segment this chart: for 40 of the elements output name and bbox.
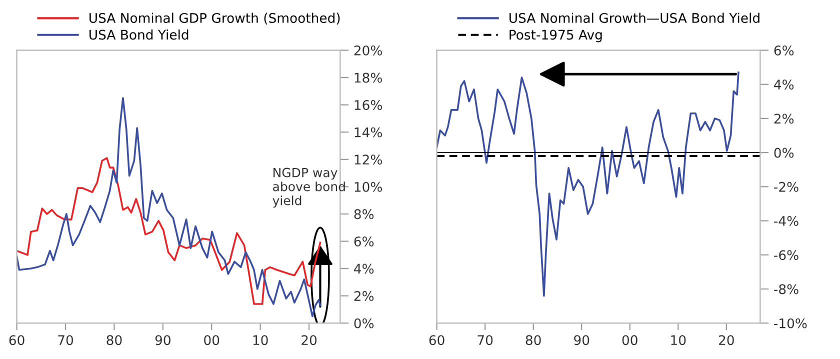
x-tick-label: 70 <box>58 335 74 346</box>
x-tick-label: 00 <box>622 335 638 346</box>
y-tick-label: 4% <box>774 80 794 90</box>
y-tick-label: -10% <box>774 318 807 328</box>
x-tick-label: 20 <box>718 335 734 346</box>
x-tick-label: 10 <box>671 335 686 346</box>
y-tick-label: 6% <box>354 236 374 246</box>
y-tick-label: -6% <box>774 250 798 260</box>
y-tick-label: 4% <box>354 264 374 274</box>
legend-label: USA Bond Yield <box>90 29 188 40</box>
x-tick-label: 90 <box>155 335 170 346</box>
x-tick-label: 70 <box>478 335 493 346</box>
x-tick-label: 80 <box>106 335 122 346</box>
x-tick-label: 60 <box>9 335 24 346</box>
y-tick-label: 2% <box>774 114 794 124</box>
y-tick-label: 18% <box>354 72 382 83</box>
line-series <box>436 72 740 297</box>
legend-label: USA Nominal Growth—USA Bond Yield <box>510 12 760 23</box>
y-tick-label: -8% <box>774 284 798 294</box>
annotation: NGDP way above bond yield <box>272 168 345 208</box>
x-tick-label: 90 <box>574 335 590 346</box>
legend-label: USA Nominal GDP Growth (Smoothed) <box>90 12 340 25</box>
y-tick-label: -4% <box>774 216 798 226</box>
x-tick-label: 20 <box>302 335 317 346</box>
y-tick-label: 14% <box>354 127 382 138</box>
x-tick-label: 10 <box>253 335 268 346</box>
y-tick-label: 8% <box>354 209 374 220</box>
y-tick-label: 0% <box>354 318 374 328</box>
x-tick-label: 60 <box>429 335 444 346</box>
y-tick-label: 6% <box>774 45 794 56</box>
x-tick-label: 80 <box>526 335 541 346</box>
x-tick-label: 00 <box>204 335 220 346</box>
y-tick-label: 0% <box>774 148 794 158</box>
y-tick-label: 12% <box>354 154 382 165</box>
y-tick-label: 10% <box>354 182 382 192</box>
y-tick-label: 20% <box>354 45 382 56</box>
legend-label: Post-1975 Avg <box>510 30 602 42</box>
y-tick-label: 16% <box>354 100 382 110</box>
y-tick-label: -2% <box>774 182 798 192</box>
y-tick-label: 2% <box>354 291 374 302</box>
